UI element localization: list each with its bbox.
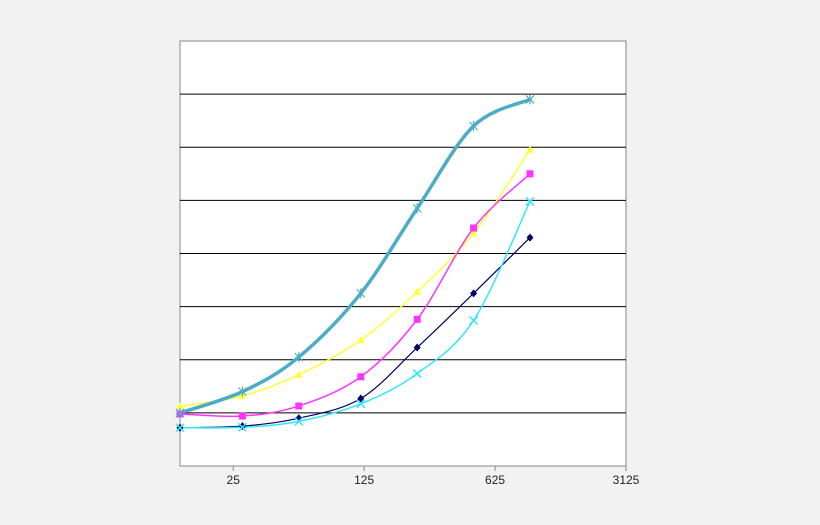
data-point	[413, 287, 422, 295]
data-point	[356, 288, 366, 299]
data-point	[294, 370, 303, 378]
x-tick-label: 25	[227, 473, 241, 487]
data-point	[413, 343, 421, 352]
gridlines	[180, 93, 626, 414]
x-axis-ticks: 25 125 625 3125	[227, 466, 640, 487]
data-point	[357, 373, 365, 381]
data-point	[412, 203, 422, 214]
data-point	[294, 416, 304, 426]
data-point	[470, 224, 478, 232]
data-point	[412, 369, 422, 379]
x-tick-label: 3125	[613, 473, 640, 487]
data-point	[469, 121, 479, 131]
data-point	[525, 145, 534, 153]
data-markers	[175, 94, 535, 433]
data-point	[238, 412, 246, 420]
data-point	[294, 352, 304, 363]
x-tick-label: 125	[354, 473, 374, 487]
data-point	[356, 399, 366, 409]
data-point	[470, 289, 478, 298]
data-point	[237, 422, 247, 432]
data-point	[176, 402, 184, 410]
data-point	[469, 315, 479, 325]
data-point	[237, 386, 247, 397]
data-point	[413, 315, 421, 323]
data-point	[175, 423, 185, 433]
data-point	[356, 336, 365, 344]
x-tick-label: 625	[485, 473, 505, 487]
data-point	[295, 402, 303, 410]
data-point	[469, 229, 478, 237]
data-point	[526, 233, 534, 242]
data-point	[525, 196, 535, 206]
data-point	[357, 394, 365, 403]
data-point	[175, 407, 185, 418]
data-point	[525, 94, 535, 105]
data-point	[526, 170, 534, 178]
